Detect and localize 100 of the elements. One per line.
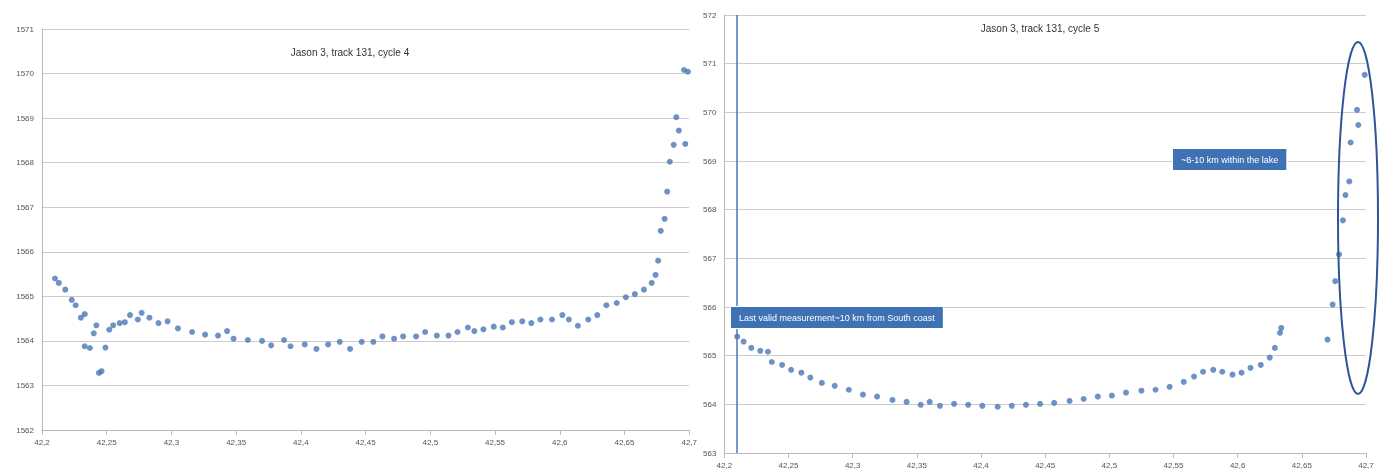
x-tick-label: 42,5	[1101, 460, 1118, 470]
point	[1247, 364, 1254, 371]
point	[1094, 393, 1101, 400]
annotation: Last valid measurement~10 km from South coast	[739, 312, 936, 323]
x-tick-label: 42,6	[1229, 460, 1246, 470]
point	[1037, 400, 1044, 407]
point	[748, 344, 755, 351]
point	[1200, 368, 1207, 375]
y-tick-label: 565	[702, 351, 717, 361]
y-tick-label: 563	[702, 448, 717, 458]
point	[1051, 399, 1058, 406]
x-tick-label: 42,65	[614, 437, 636, 447]
point	[951, 400, 958, 407]
y-tick-label: 566	[702, 302, 717, 312]
point	[1342, 192, 1349, 199]
point	[994, 403, 1001, 410]
point	[788, 366, 795, 373]
y-tick-label: 564	[702, 399, 717, 409]
x-tick-label: 42,25	[778, 460, 800, 470]
x-tick-label: 42,2	[34, 437, 51, 447]
point	[1152, 386, 1159, 393]
point	[874, 393, 881, 400]
point	[1324, 336, 1331, 343]
point	[1180, 378, 1187, 385]
point	[1329, 301, 1336, 308]
point	[936, 402, 943, 409]
point	[1138, 387, 1145, 394]
text: Jason 3, track 131, cycle 4	[290, 46, 410, 58]
point	[1332, 278, 1339, 285]
point	[818, 379, 825, 386]
point	[1108, 392, 1115, 399]
point	[1210, 366, 1217, 373]
y-tick-label: 568	[702, 205, 717, 215]
x-tick-label: 42,45	[1035, 460, 1056, 470]
point	[1346, 178, 1353, 185]
point	[1361, 71, 1368, 78]
y-tick-label: 567	[702, 253, 717, 263]
x-tick-label: 42,3	[163, 437, 180, 447]
point	[903, 398, 910, 405]
point	[1355, 121, 1362, 128]
point	[1266, 354, 1273, 361]
x-tick-label: 42,25	[96, 437, 118, 447]
x-tick-label: 42,4	[293, 437, 310, 447]
annotation: ~8-10 km within the lake	[1181, 154, 1279, 165]
x-tick-label: 42,3	[844, 460, 862, 470]
point	[1123, 389, 1130, 396]
point	[1347, 139, 1354, 146]
y-tick-label: 1566	[16, 247, 35, 257]
text: Jason 3, track 131, cycle 5	[980, 22, 1100, 34]
x-tick-label: 42,55	[1163, 460, 1185, 470]
point	[1277, 329, 1284, 336]
point	[889, 396, 896, 403]
point	[1278, 324, 1285, 331]
x-tick-label: 42,65	[1291, 460, 1313, 470]
y-tick-label: 1569	[16, 113, 35, 123]
point	[859, 391, 866, 398]
x-tick-label: 42,7	[681, 437, 698, 447]
point	[979, 402, 986, 409]
x-tick-label: 42,35	[906, 460, 928, 470]
point	[1191, 373, 1198, 380]
x-tick-label: 42,45	[355, 437, 377, 447]
point	[926, 398, 933, 405]
x-tick-label: 42,5	[422, 437, 439, 447]
y-tick-label: 1570	[16, 69, 35, 79]
point	[798, 369, 805, 376]
point	[917, 401, 924, 408]
x-tick-label: 42,4	[973, 460, 990, 470]
point	[1257, 361, 1264, 368]
x-tick-label: 42,35	[226, 437, 247, 447]
point	[768, 358, 775, 365]
x-tick-label: 42,7	[1358, 460, 1375, 470]
point	[1271, 344, 1278, 351]
y-tick-label: 570	[702, 107, 717, 117]
y-tick-label: 1562	[16, 425, 35, 435]
y-tick-label: 569	[702, 156, 717, 166]
point	[1080, 395, 1087, 402]
point	[1166, 383, 1173, 390]
y-tick-label: 1567	[16, 202, 35, 212]
y-tick-label: 1564	[16, 336, 35, 346]
y-tick-label: 1563	[16, 380, 35, 390]
y-tick-label: 1565	[16, 291, 35, 301]
point	[845, 386, 852, 393]
y-tick-label: 572	[702, 10, 717, 20]
y-tick-label: 1571	[16, 24, 35, 34]
point	[965, 401, 972, 408]
point	[779, 361, 786, 368]
point	[807, 374, 814, 381]
x-tick-label: 42,2	[716, 460, 733, 470]
x-tick-label: 42,6	[551, 437, 569, 447]
x-tick-label: 42,55	[485, 437, 506, 447]
y-tick-label: 1568	[16, 158, 35, 168]
point	[1354, 106, 1361, 113]
point	[764, 348, 771, 355]
point	[757, 347, 764, 354]
point	[740, 338, 747, 345]
point	[1066, 397, 1073, 404]
point	[1339, 217, 1346, 224]
point	[831, 382, 838, 389]
point	[1219, 368, 1226, 375]
y-tick-label: 571	[702, 59, 717, 69]
